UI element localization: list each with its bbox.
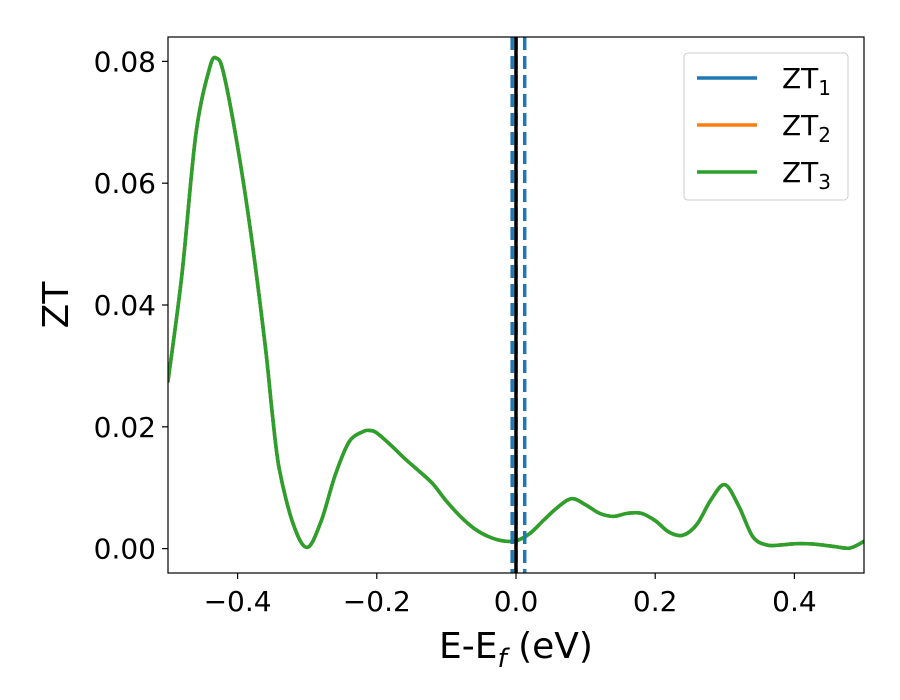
y-tick-label: 0.08 [94, 45, 156, 78]
x-tick-label: 0.4 [772, 585, 817, 618]
y-tick-label: 0.00 [94, 533, 156, 566]
legend-box [683, 52, 849, 201]
x-tick-label: 0.2 [633, 585, 678, 618]
reference-lines [510, 37, 527, 573]
series-line-zt3 [168, 55, 864, 551]
x-tick-label: −0.4 [204, 585, 272, 618]
x-tick-label: 0.0 [494, 585, 539, 618]
legend: ZT1 ZT2 ZT3 [683, 52, 849, 201]
series-lines [168, 55, 864, 551]
legend-label-zt3: ZT3 [782, 156, 831, 194]
y-tick-label: 0.04 [94, 289, 156, 322]
x-axis-ticks: −0.4 −0.2 0.0 0.2 0.4 [204, 573, 817, 618]
y-axis-title: ZT [36, 281, 77, 329]
x-tick-label: −0.2 [343, 585, 411, 618]
legend-label-zt2: ZT2 [782, 109, 831, 147]
legend-entries: ZT1 ZT2 ZT3 [697, 62, 831, 194]
x-axis-title-unit: (eV) [507, 626, 593, 667]
x-axis-title: E-Ef (eV) [439, 626, 593, 674]
x-axis-title-main: E-E [439, 626, 497, 667]
y-tick-label: 0.02 [94, 411, 156, 444]
y-tick-label: 0.06 [94, 167, 156, 200]
y-axis-ticks: 0.00 0.02 0.04 0.06 0.08 [94, 45, 168, 566]
legend-label-zt1: ZT1 [782, 62, 831, 100]
